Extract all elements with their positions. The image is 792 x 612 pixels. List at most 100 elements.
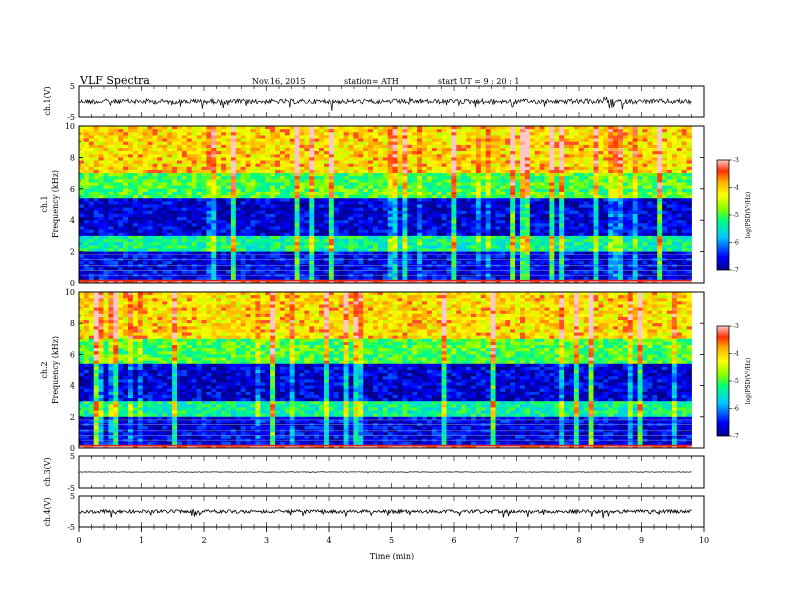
spectrogram-cell xyxy=(667,204,673,209)
spectrogram-cell xyxy=(397,201,403,205)
spectrogram-cell xyxy=(431,245,438,249)
spectrogram-cell xyxy=(603,135,609,139)
spectrogram-cell xyxy=(230,232,237,237)
spectrogram-cell xyxy=(338,188,344,193)
spectrogram-cell xyxy=(191,217,197,221)
spectrogram-cell xyxy=(387,179,393,183)
spectrogram-cell xyxy=(309,132,315,136)
spectrogram-cell xyxy=(235,151,242,155)
spectrogram-cell xyxy=(113,201,119,205)
spectrogram-cell xyxy=(98,248,104,252)
spectrogram-cell xyxy=(549,144,555,149)
spectrogram-cell xyxy=(402,135,408,139)
spectrogram-cell xyxy=(598,169,604,174)
spectrogram-cell xyxy=(622,217,629,221)
spectrogram-cell xyxy=(324,204,330,209)
spectrogram-cell xyxy=(324,198,330,202)
spectrogram-cell xyxy=(314,126,320,130)
spectrogram-cell xyxy=(524,138,531,143)
spectrogram-cell xyxy=(226,210,232,215)
spectrogram-cell xyxy=(289,191,295,196)
spectrogram-cell xyxy=(333,129,340,133)
spectrogram-cell xyxy=(177,204,183,209)
spectrogram-cell xyxy=(235,207,242,212)
spectrogram-cell xyxy=(299,226,305,231)
spectrogram-cell xyxy=(671,201,678,205)
spectrogram-cell xyxy=(260,226,266,231)
spectrogram-cell xyxy=(373,166,379,171)
spectrogram-cell xyxy=(177,245,183,249)
spectrogram-cell xyxy=(279,185,286,190)
spectrogram-cell xyxy=(108,242,114,246)
spectrogram-cell xyxy=(79,163,85,168)
spectrogram-cell xyxy=(328,182,335,187)
spectrogram-cell xyxy=(480,223,487,227)
spectrogram-cell xyxy=(456,201,462,205)
spectrogram-cell xyxy=(461,223,467,227)
spectrogram-cell xyxy=(338,176,344,180)
spectrogram-cell xyxy=(436,144,442,149)
spectrogram-cell xyxy=(368,129,374,133)
spectrogram-cell xyxy=(93,201,99,205)
spectrogram-cell xyxy=(270,185,276,190)
spectrogram-cell xyxy=(177,135,183,139)
spectrogram-cell xyxy=(618,210,624,215)
spectrogram-cell xyxy=(250,132,256,136)
spectrogram-cell xyxy=(348,173,354,177)
spectrogram-cell xyxy=(583,229,589,234)
spectrogram-cell xyxy=(245,226,251,231)
spectrogram-cell xyxy=(294,220,300,224)
spectrogram-cell xyxy=(618,185,624,190)
spectrogram-cell xyxy=(93,235,99,240)
spectrogram-cell xyxy=(265,245,271,249)
spectrogram-cell xyxy=(226,163,232,168)
spectrogram-cell xyxy=(377,201,384,205)
spectrogram-cell xyxy=(426,195,433,199)
spectrogram-cell xyxy=(480,179,487,183)
spectrogram-cell xyxy=(191,204,197,209)
spectrogram-cell xyxy=(343,144,349,149)
figure-title: VLF Spectra xyxy=(79,74,150,87)
spectrogram-cell xyxy=(348,160,354,165)
spectrogram-cell xyxy=(304,239,310,243)
spectrogram-cell xyxy=(118,157,124,161)
spectrogram-cell xyxy=(216,226,222,231)
spectrogram-cell xyxy=(93,135,99,139)
spectrogram-cell xyxy=(436,217,442,221)
spectrogram-cell xyxy=(593,217,599,221)
spectrogram-cell xyxy=(417,179,423,183)
spectrogram-cell xyxy=(657,210,663,215)
spectrogram-cell xyxy=(627,163,634,168)
spectrogram-cell xyxy=(431,217,438,221)
spectrogram-cell xyxy=(79,232,85,237)
spectrogram-cell xyxy=(338,213,344,218)
spectrogram-cell xyxy=(593,173,599,177)
spectrogram-cell xyxy=(373,198,379,202)
spectrogram-cell xyxy=(627,191,634,196)
spectrogram-cell xyxy=(583,138,589,143)
spectrogram-cell xyxy=(83,229,90,234)
spectrogram-cell xyxy=(515,147,521,152)
spectrogram-cell xyxy=(255,135,261,139)
spectrogram-cell xyxy=(206,235,212,240)
spectrogram-cell xyxy=(559,138,565,143)
spectrogram-cell xyxy=(515,182,521,187)
spectrogram-cell xyxy=(265,195,271,199)
spectrogram-cell xyxy=(137,166,144,171)
spectrogram-cell xyxy=(353,144,359,149)
spectrogram-cell xyxy=(88,226,95,231)
spectrogram-cell xyxy=(333,160,340,165)
spectrogram-cell xyxy=(128,169,134,174)
spectrogram-cell xyxy=(583,185,589,190)
spectrogram-cell xyxy=(422,176,428,180)
spectrogram-cell xyxy=(196,201,202,205)
spectrogram-cell xyxy=(255,191,261,196)
spectrogram-cell xyxy=(319,195,325,199)
spectrogram-cell xyxy=(275,160,281,165)
spectrogram-cell xyxy=(103,213,109,218)
spectrogram-cell xyxy=(230,157,237,161)
spectrogram-cell xyxy=(485,198,491,202)
spectrogram-cell xyxy=(108,173,114,177)
spectrogram-cell xyxy=(671,132,678,136)
spectrogram-cell xyxy=(113,160,119,165)
